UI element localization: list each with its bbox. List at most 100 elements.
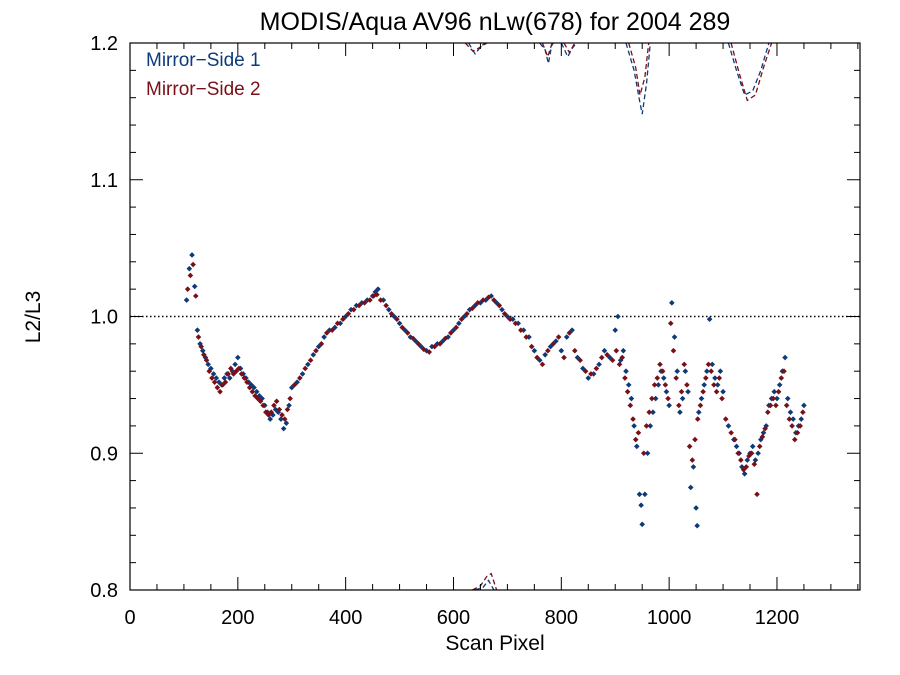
data-point-s2-43 <box>307 357 314 364</box>
data-point-s2-23 <box>244 379 250 385</box>
data-point-s2-46 <box>323 330 330 336</box>
data-point-s2-33 <box>271 402 277 409</box>
data-point-s2-39 <box>287 395 293 402</box>
data-point-s2-156 <box>770 395 776 402</box>
x-tick-label-1000: 1000 <box>647 607 692 629</box>
data-point-s1-78 <box>488 293 495 299</box>
data-point-s1-92 <box>563 334 570 340</box>
data-point-s2-6 <box>198 343 204 350</box>
data-point-s2-138 <box>716 375 723 381</box>
data-point-s2-110 <box>641 450 647 457</box>
data-point-s2-163 <box>789 423 795 429</box>
data-point-s2-50 <box>345 310 352 317</box>
data-point-s1-37 <box>280 425 287 432</box>
data-point-s2-104 <box>622 375 628 381</box>
data-point-s2-29 <box>260 402 266 409</box>
data-point-s1-19 <box>232 361 238 368</box>
x-tick-label-200: 200 <box>221 607 254 629</box>
data-point-s1-148 <box>739 464 745 470</box>
data-point-s2-84 <box>523 334 530 340</box>
data-point-s1-17 <box>226 375 233 381</box>
data-point-s2-96 <box>588 371 594 377</box>
data-point-s1-126 <box>677 409 683 416</box>
data-point-s1-120 <box>660 375 667 381</box>
data-point-s2-159 <box>778 375 785 381</box>
dashed-curve-1-1 <box>468 43 487 56</box>
data-point-s2-54 <box>367 297 373 303</box>
y-tick-label-0: 0.8 <box>90 580 118 602</box>
dashed-curve-1-6 <box>474 579 495 590</box>
data-point-s2-101 <box>613 347 620 354</box>
data-point-s2-149 <box>751 461 758 467</box>
data-point-s1-98 <box>596 361 602 368</box>
data-point-s2-35 <box>276 406 283 413</box>
data-point-s2-113 <box>649 395 655 402</box>
data-point-s2-70 <box>447 330 454 336</box>
data-point-s2-3 <box>190 261 196 268</box>
data-point-s2-116 <box>657 361 663 368</box>
data-point-s2-8 <box>203 357 210 364</box>
data-point-s1-160 <box>771 388 778 395</box>
legend-entry-mirror-side-1: Mirror−Side 1 <box>146 50 261 71</box>
data-point-s2-60 <box>394 316 400 323</box>
data-point-s2-102 <box>616 361 623 368</box>
data-point-s1-156 <box>760 429 767 436</box>
data-point-s2-144 <box>738 457 744 463</box>
data-point-s2-42 <box>302 365 309 372</box>
data-point-s1-27 <box>253 388 260 395</box>
data-point-s2-19 <box>233 368 240 374</box>
data-point-s1-133 <box>694 522 700 529</box>
data-point-s2-12 <box>214 384 221 391</box>
y-tick-label-1: 0.9 <box>90 443 118 465</box>
data-point-s1-161 <box>774 395 780 402</box>
data-point-s1-136 <box>701 382 707 388</box>
data-point-s1-91 <box>558 347 565 354</box>
data-point-s2-131 <box>697 402 704 409</box>
data-point-s1-38 <box>283 420 290 426</box>
data-point-s2-95 <box>582 368 589 374</box>
data-point-s1-56 <box>372 289 379 295</box>
data-point-s2-115 <box>654 375 661 381</box>
data-point-s2-17 <box>228 365 234 372</box>
data-point-s2-98 <box>598 354 605 361</box>
legend-entry-mirror-side-2: Mirror−Side 2 <box>146 79 261 100</box>
data-point-s1-171 <box>801 402 807 409</box>
data-point-s1-103 <box>617 357 624 364</box>
data-point-s2-125 <box>681 361 688 368</box>
data-point-s1-44 <box>310 351 317 358</box>
data-point-s2-4 <box>192 293 199 299</box>
data-point-s2-20 <box>236 365 242 372</box>
data-point-s2-143 <box>735 450 741 457</box>
data-point-s2-64 <box>415 341 422 347</box>
data-point-s2-67 <box>431 343 438 350</box>
data-point-s2-136 <box>711 382 717 388</box>
data-point-s2-114 <box>651 382 658 388</box>
data-point-s2-11 <box>211 379 218 385</box>
data-point-s1-42 <box>299 371 306 377</box>
data-point-s1-162 <box>776 382 783 388</box>
data-point-s2-25 <box>249 388 256 395</box>
data-point-s1-61 <box>396 320 403 327</box>
data-point-s1-12 <box>213 375 220 381</box>
x-axis-label: Scan Pixel <box>445 632 544 655</box>
tick-labels: 0 200 400 600 800 1000 1200 0.8 0.9 1.0 1.1 1.2 <box>90 33 799 629</box>
data-point-s1-43 <box>305 361 311 368</box>
data-point-s2-92 <box>566 330 573 336</box>
data-point-s2-87 <box>539 361 546 368</box>
dashed-curve-1-5 <box>727 43 770 96</box>
data-point-s2-59 <box>388 310 395 317</box>
data-point-s1-90 <box>553 338 559 344</box>
data-point-s2-65 <box>421 346 427 353</box>
data-point-s1-114 <box>644 450 651 457</box>
data-point-s2-122 <box>673 375 679 381</box>
data-point-s1-69 <box>439 338 446 344</box>
data-point-s2-140 <box>722 416 729 422</box>
data-point-s1-100 <box>607 354 613 361</box>
data-point-s1-64 <box>412 338 419 344</box>
data-point-s1-59 <box>385 306 392 313</box>
data-point-s1-106 <box>625 382 632 388</box>
data-point-s1-115 <box>647 423 654 429</box>
data-point-s2-15 <box>222 379 229 385</box>
data-point-s1-112 <box>639 521 645 528</box>
data-point-s2-7 <box>201 351 207 358</box>
